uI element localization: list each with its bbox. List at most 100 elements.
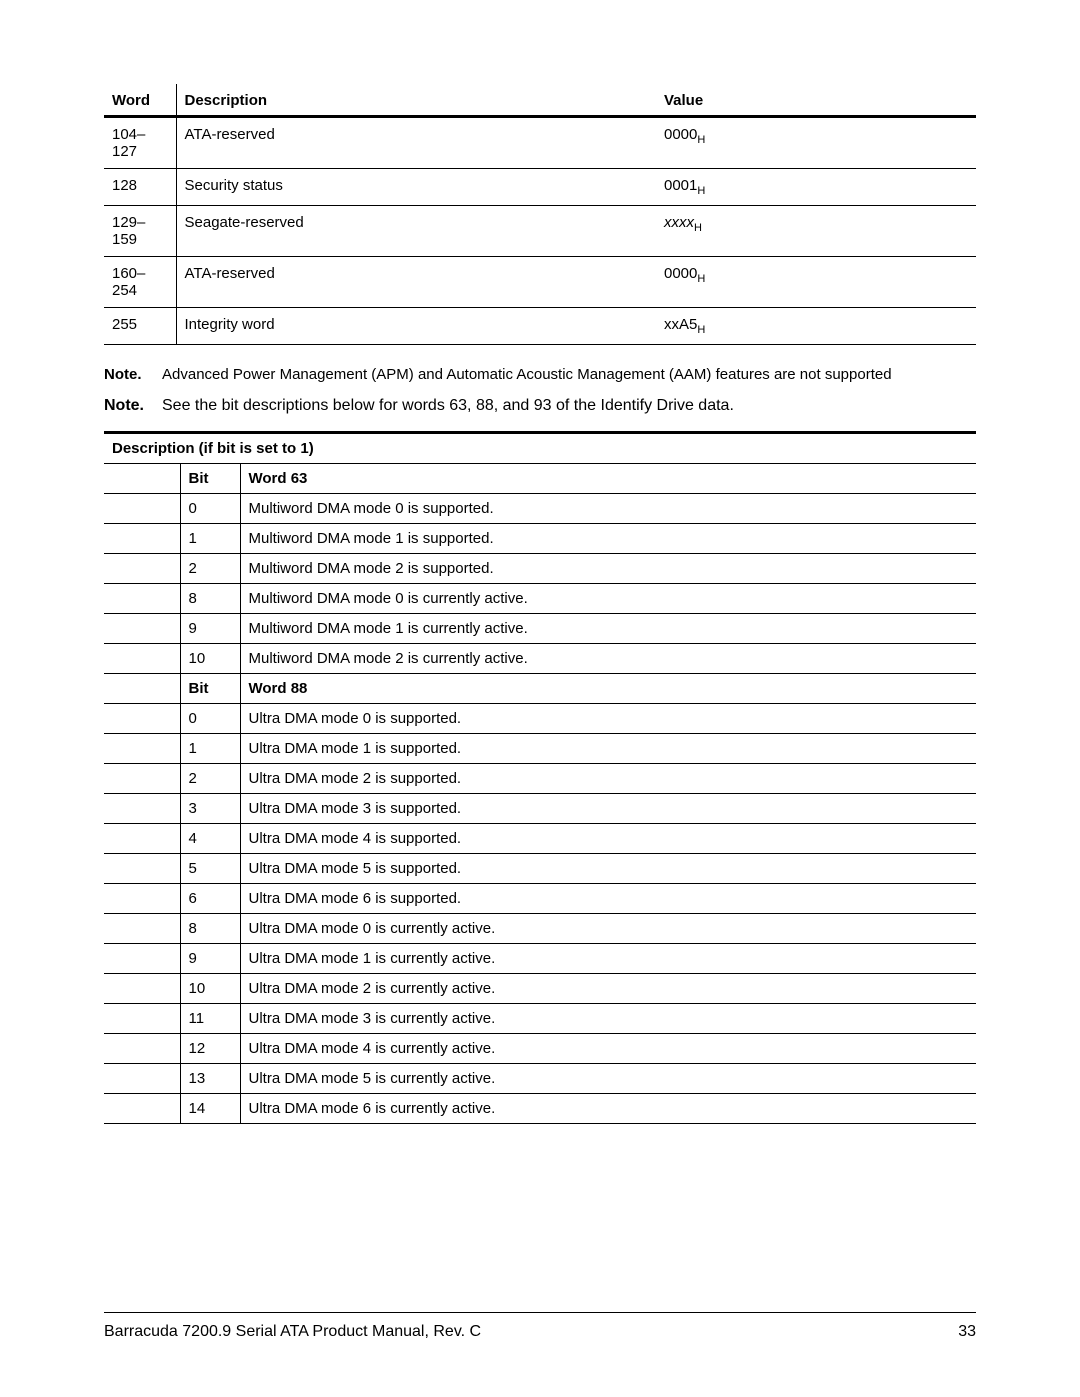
- bit-table-bit: 6: [180, 883, 240, 913]
- bit-table-pad: [104, 823, 180, 853]
- bit-table-bit: 4: [180, 823, 240, 853]
- bit-table-pad: [104, 853, 180, 883]
- bit-table-desc: Ultra DMA mode 0 is currently active.: [240, 913, 976, 943]
- bit-table-bit: 5: [180, 853, 240, 883]
- bit-table-pad: [104, 1063, 180, 1093]
- bit-table-desc: Ultra DMA mode 3 is currently active.: [240, 1003, 976, 1033]
- bit-table: BitWord 630Multiword DMA mode 0 is suppo…: [104, 464, 976, 1124]
- bit-table-pad: [104, 943, 180, 973]
- bit-table-pad: [104, 703, 180, 733]
- word-table-cell-desc: ATA-reserved: [176, 117, 656, 169]
- bit-table-pad: [104, 793, 180, 823]
- bit-table-header: Description (if bit is set to 1): [104, 431, 976, 464]
- bit-table-row: 11Ultra DMA mode 3 is currently active.: [104, 1003, 976, 1033]
- footer-left: Barracuda 7200.9 Serial ATA Product Manu…: [104, 1323, 481, 1341]
- bit-table-row: 9Multiword DMA mode 1 is currently activ…: [104, 613, 976, 643]
- bit-table-row: 3Ultra DMA mode 3 is supported.: [104, 793, 976, 823]
- bit-table-row: 6Ultra DMA mode 6 is supported.: [104, 883, 976, 913]
- word-table-cell-word: 255: [104, 308, 176, 345]
- word-table-cell-desc: ATA-reserved: [176, 257, 656, 308]
- bit-table-bit: 8: [180, 913, 240, 943]
- bit-table-pad: [104, 1033, 180, 1063]
- word-table: Word Description Value 104–127ATA-reserv…: [104, 84, 976, 345]
- bit-table-pad: [104, 913, 180, 943]
- bit-table-bit: 1: [180, 523, 240, 553]
- bit-table-pad: [104, 883, 180, 913]
- word-table-cell-word: 129–159: [104, 206, 176, 257]
- bit-table-row: 2Ultra DMA mode 2 is supported.: [104, 763, 976, 793]
- bit-table-bit: 9: [180, 613, 240, 643]
- bit-table-section-row: BitWord 63: [104, 464, 976, 494]
- bit-table-desc: Multiword DMA mode 0 is currently active…: [240, 583, 976, 613]
- bit-table-bit: 1: [180, 733, 240, 763]
- note-body: See the bit descriptions below for words…: [162, 395, 976, 417]
- word-table-cell-value: 0001H: [656, 169, 976, 206]
- word-table-cell-desc: Security status: [176, 169, 656, 206]
- word-table-cell-desc: Seagate-reserved: [176, 206, 656, 257]
- bit-table-desc: Ultra DMA mode 6 is currently active.: [240, 1093, 976, 1123]
- word-table-cell-value: 0000H: [656, 257, 976, 308]
- bit-table-row: 4Ultra DMA mode 4 is supported.: [104, 823, 976, 853]
- bit-table-desc: Multiword DMA mode 2 is supported.: [240, 553, 976, 583]
- bit-table-bit: 2: [180, 553, 240, 583]
- bit-table-desc: Ultra DMA mode 4 is supported.: [240, 823, 976, 853]
- bit-table-row: 10Multiword DMA mode 2 is currently acti…: [104, 643, 976, 673]
- bit-table-section-title: Word 63: [240, 464, 976, 494]
- note-label: Note.: [104, 365, 162, 385]
- bit-table-pad: [104, 733, 180, 763]
- bit-table-desc: Multiword DMA mode 1 is supported.: [240, 523, 976, 553]
- bit-table-bit: 11: [180, 1003, 240, 1033]
- bit-table-section-title: Word 88: [240, 673, 976, 703]
- bit-table-bit: 13: [180, 1063, 240, 1093]
- bit-table-row: 14Ultra DMA mode 6 is currently active.: [104, 1093, 976, 1123]
- bit-table-bit: 3: [180, 793, 240, 823]
- word-table-header-value: Value: [656, 84, 976, 117]
- bit-table-row: 1Multiword DMA mode 1 is supported.: [104, 523, 976, 553]
- word-table-cell-word: 160–254: [104, 257, 176, 308]
- bit-table-bit: 0: [180, 493, 240, 523]
- bit-table-row: 0Multiword DMA mode 0 is supported.: [104, 493, 976, 523]
- bit-table-section-row: BitWord 88: [104, 673, 976, 703]
- note-row: Note.See the bit descriptions below for …: [104, 395, 976, 417]
- word-table-row: 160–254ATA-reserved0000H: [104, 257, 976, 308]
- bit-table-desc: Ultra DMA mode 2 is supported.: [240, 763, 976, 793]
- bit-table-row: 13Ultra DMA mode 5 is currently active.: [104, 1063, 976, 1093]
- bit-table-row: 0Ultra DMA mode 0 is supported.: [104, 703, 976, 733]
- bit-table-row: 8Ultra DMA mode 0 is currently active.: [104, 913, 976, 943]
- bit-table-bit: 9: [180, 943, 240, 973]
- bit-table-desc: Ultra DMA mode 5 is supported.: [240, 853, 976, 883]
- bit-table-pad: [104, 613, 180, 643]
- word-table-cell-word: 128: [104, 169, 176, 206]
- bit-table-bit: 14: [180, 1093, 240, 1123]
- bit-table-pad: [104, 643, 180, 673]
- bit-table-bit: 10: [180, 973, 240, 1003]
- bit-table-row: 2Multiword DMA mode 2 is supported.: [104, 553, 976, 583]
- word-table-header-desc: Description: [176, 84, 656, 117]
- bit-table-bit: 12: [180, 1033, 240, 1063]
- bit-table-desc: Ultra DMA mode 4 is currently active.: [240, 1033, 976, 1063]
- bit-table-desc: Ultra DMA mode 0 is supported.: [240, 703, 976, 733]
- page: Word Description Value 104–127ATA-reserv…: [0, 0, 1080, 1397]
- word-table-header-word: Word: [104, 84, 176, 117]
- word-table-cell-desc: Integrity word: [176, 308, 656, 345]
- note-label: Note.: [104, 395, 162, 417]
- footer-pagenum: 33: [958, 1323, 976, 1341]
- word-table-cell-value: 0000H: [656, 117, 976, 169]
- bit-table-wrap: Description (if bit is set to 1) BitWord…: [104, 431, 976, 1124]
- bit-table-bit: 2: [180, 763, 240, 793]
- bit-table-desc: Ultra DMA mode 1 is supported.: [240, 733, 976, 763]
- bit-table-desc: Ultra DMA mode 5 is currently active.: [240, 1063, 976, 1093]
- bit-table-pad: [104, 464, 180, 494]
- bit-table-pad: [104, 763, 180, 793]
- word-table-cell-value: xxA5H: [656, 308, 976, 345]
- bit-table-desc: Ultra DMA mode 1 is currently active.: [240, 943, 976, 973]
- bit-table-row: 9Ultra DMA mode 1 is currently active.: [104, 943, 976, 973]
- note-row: Note.Advanced Power Management (APM) and…: [104, 365, 976, 385]
- page-footer: Barracuda 7200.9 Serial ATA Product Manu…: [104, 1312, 976, 1341]
- bit-table-row: 1Ultra DMA mode 1 is supported.: [104, 733, 976, 763]
- bit-table-row: 8Multiword DMA mode 0 is currently activ…: [104, 583, 976, 613]
- word-table-cell-value: xxxxH: [656, 206, 976, 257]
- word-table-header-row: Word Description Value: [104, 84, 976, 117]
- bit-table-pad: [104, 1093, 180, 1123]
- bit-table-desc: Ultra DMA mode 3 is supported.: [240, 793, 976, 823]
